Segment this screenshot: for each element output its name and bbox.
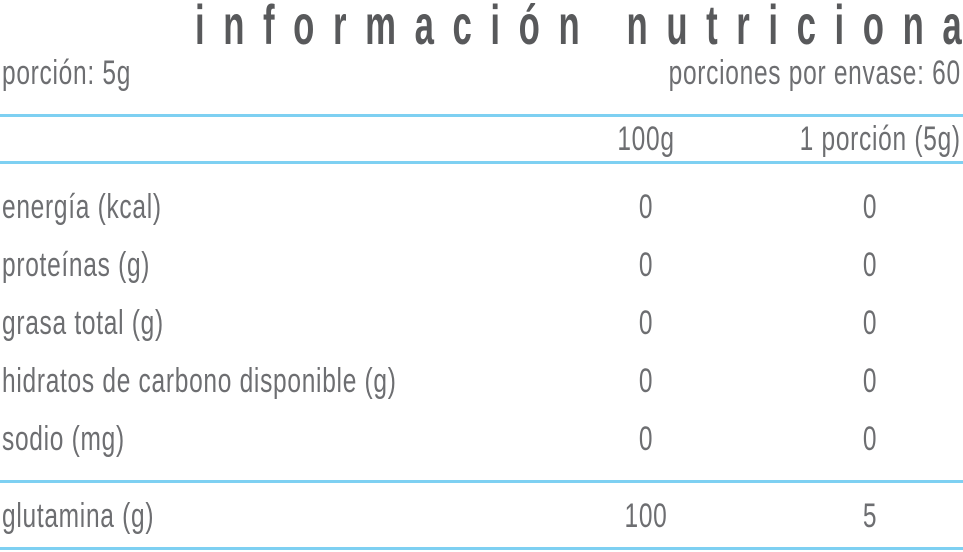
nutrient-label: grasa total (g): [2, 304, 164, 342]
value-per-100g: 100: [624, 497, 668, 535]
nutrient-label: sodio (mg): [2, 420, 125, 458]
divider-glutamina: [0, 480, 963, 483]
value-per-100g: 0: [638, 362, 654, 400]
value-per-serving: 5: [862, 497, 878, 535]
value-per-100g: 0: [638, 304, 654, 342]
value-per-serving: 0: [862, 362, 878, 400]
column-header-per-serving: 1 porción (5g): [799, 120, 961, 158]
nutrient-label: energía (kcal): [2, 188, 162, 226]
value-per-serving: 0: [862, 246, 878, 284]
column-header-per-100g: 100g: [617, 120, 675, 158]
nutrient-label: hidratos de carbono disponible (g): [2, 362, 397, 400]
divider-header: [0, 161, 963, 164]
servings-per-container-label: porciones por envase: 60: [668, 54, 961, 92]
panel-title: información nutricional: [194, 0, 963, 56]
value-per-serving: 0: [862, 304, 878, 342]
divider-top: [0, 114, 963, 117]
value-per-100g: 0: [638, 420, 654, 458]
value-per-100g: 0: [638, 246, 654, 284]
nutrient-label: glutamina (g): [2, 497, 155, 535]
nutrient-label: proteínas (g): [2, 246, 151, 284]
value-per-serving: 0: [862, 420, 878, 458]
value-per-100g: 0: [638, 188, 654, 226]
divider-bottom: [0, 547, 963, 550]
serving-size-label: porción: 5g: [2, 54, 132, 92]
value-per-serving: 0: [862, 188, 878, 226]
